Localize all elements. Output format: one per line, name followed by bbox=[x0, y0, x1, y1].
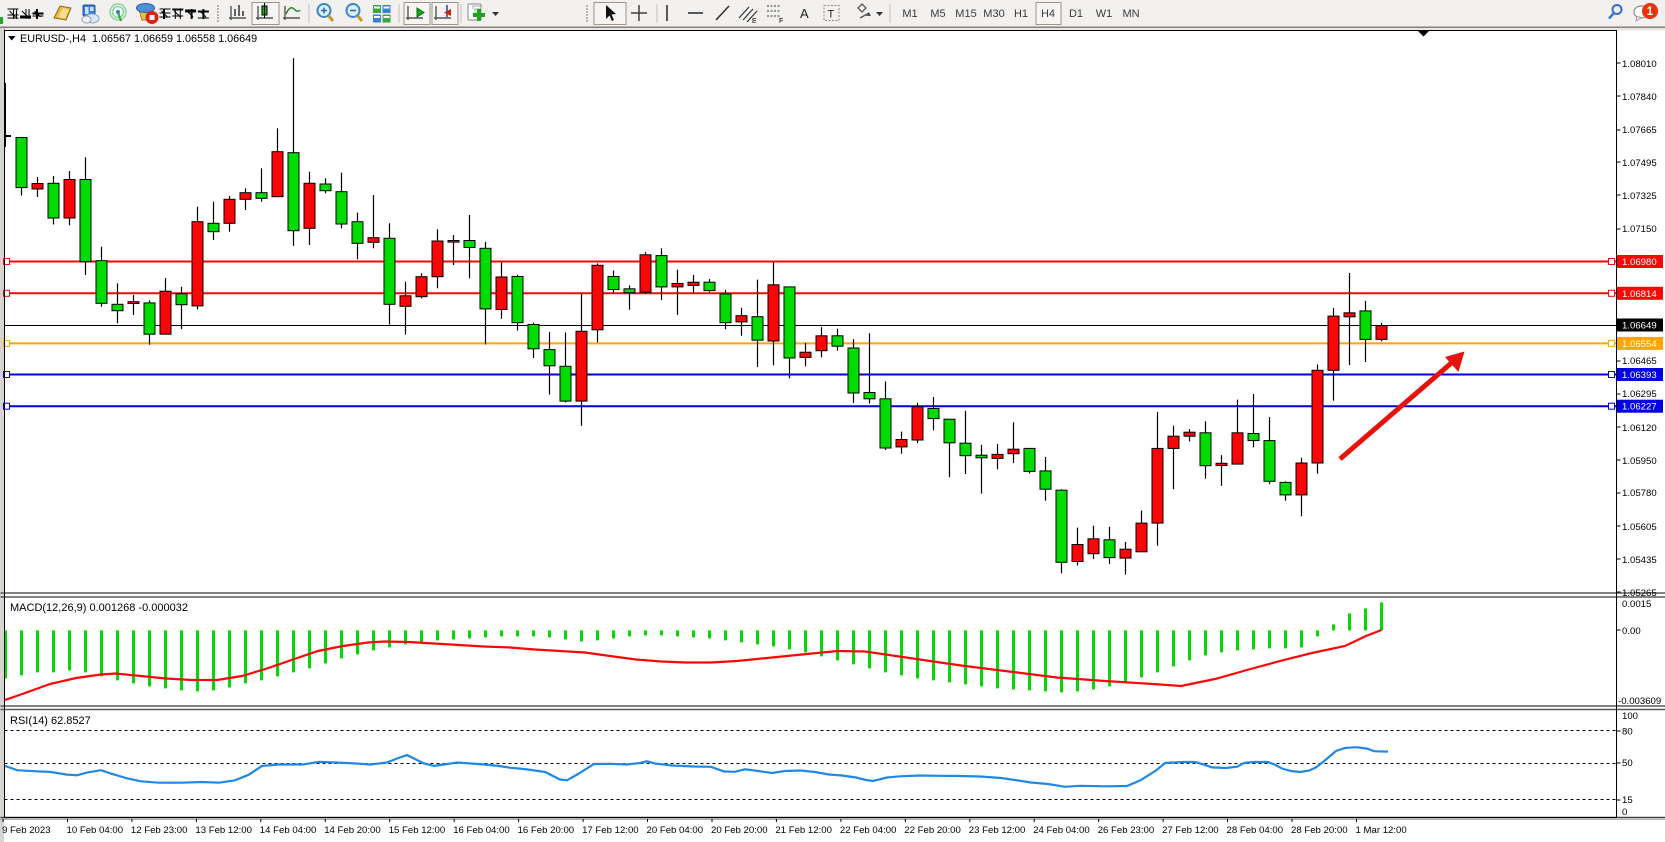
svg-text:D1: D1 bbox=[1069, 8, 1083, 20]
svg-text:24 Feb 04:00: 24 Feb 04:00 bbox=[1033, 825, 1090, 836]
svg-text:1.06295: 1.06295 bbox=[1622, 389, 1657, 400]
svg-text:1.06554: 1.06554 bbox=[1622, 339, 1657, 350]
svg-text:1.07325: 1.07325 bbox=[1622, 191, 1657, 202]
svg-text:100: 100 bbox=[1622, 711, 1638, 722]
svg-text:0: 0 bbox=[1622, 807, 1627, 818]
svg-text:1.06814: 1.06814 bbox=[1622, 289, 1657, 300]
svg-text:16 Feb 20:00: 16 Feb 20:00 bbox=[518, 825, 575, 836]
svg-text:1.06465: 1.06465 bbox=[1622, 356, 1657, 367]
svg-text:H4: H4 bbox=[1041, 8, 1055, 20]
svg-text:20 Feb 04:00: 20 Feb 04:00 bbox=[647, 825, 704, 836]
svg-text:EURUSD-,H4 1.06567 1.06659 1.: EURUSD-,H4 1.06567 1.06659 1.06558 1.066… bbox=[20, 33, 257, 45]
svg-text:22 Feb 04:00: 22 Feb 04:00 bbox=[840, 825, 897, 836]
svg-text:F: F bbox=[779, 18, 783, 25]
svg-text:A: A bbox=[800, 6, 809, 21]
svg-text:21 Feb 12:00: 21 Feb 12:00 bbox=[775, 825, 832, 836]
svg-text:0.0015: 0.0015 bbox=[1622, 599, 1651, 610]
svg-text:RSI(14) 62.8527: RSI(14) 62.8527 bbox=[10, 715, 91, 727]
svg-text:1.08010: 1.08010 bbox=[1622, 59, 1657, 70]
svg-text:1.05265: 1.05265 bbox=[1622, 588, 1657, 599]
svg-text:17 Feb 12:00: 17 Feb 12:00 bbox=[582, 825, 639, 836]
svg-text:E: E bbox=[752, 18, 757, 25]
svg-text:80: 80 bbox=[1622, 727, 1633, 738]
svg-text:1.07665: 1.07665 bbox=[1622, 125, 1657, 136]
svg-text:28 Feb 04:00: 28 Feb 04:00 bbox=[1227, 825, 1284, 836]
svg-text:1 Mar 12:00: 1 Mar 12:00 bbox=[1356, 825, 1407, 836]
svg-text:1.05780: 1.05780 bbox=[1622, 488, 1657, 499]
svg-text:1.07150: 1.07150 bbox=[1622, 224, 1657, 235]
svg-text:12 Feb 23:00: 12 Feb 23:00 bbox=[131, 825, 188, 836]
svg-text:1.05435: 1.05435 bbox=[1622, 555, 1657, 566]
svg-text:M5: M5 bbox=[930, 8, 945, 20]
svg-text:26 Feb 23:00: 26 Feb 23:00 bbox=[1098, 825, 1155, 836]
svg-text:-0.003609: -0.003609 bbox=[1618, 696, 1661, 707]
svg-text:1.07840: 1.07840 bbox=[1622, 92, 1657, 103]
svg-text:T: T bbox=[828, 9, 835, 21]
svg-text:1.06980: 1.06980 bbox=[1622, 257, 1657, 268]
svg-text:1.05950: 1.05950 bbox=[1622, 456, 1657, 467]
svg-text:MACD(12,26,9) 0.001268 -0.0000: MACD(12,26,9) 0.001268 -0.000032 bbox=[10, 602, 188, 614]
svg-text:1.06649: 1.06649 bbox=[1622, 321, 1657, 332]
svg-text:H1: H1 bbox=[1014, 8, 1028, 20]
svg-text:1.06120: 1.06120 bbox=[1622, 423, 1657, 434]
svg-text:1.06227: 1.06227 bbox=[1622, 402, 1657, 413]
svg-text:W1: W1 bbox=[1096, 8, 1113, 20]
svg-text:M30: M30 bbox=[983, 8, 1004, 20]
svg-text:50: 50 bbox=[1622, 758, 1633, 769]
svg-text:23 Feb 12:00: 23 Feb 12:00 bbox=[969, 825, 1026, 836]
svg-text:1: 1 bbox=[1647, 6, 1654, 18]
svg-text:15: 15 bbox=[1622, 795, 1633, 806]
svg-text:14 Feb 20:00: 14 Feb 20:00 bbox=[324, 825, 381, 836]
svg-text:1.07495: 1.07495 bbox=[1622, 158, 1657, 169]
svg-text:M1: M1 bbox=[902, 8, 917, 20]
svg-text:28 Feb 20:00: 28 Feb 20:00 bbox=[1291, 825, 1348, 836]
svg-text:1.05605: 1.05605 bbox=[1622, 522, 1657, 533]
svg-text:13 Feb 12:00: 13 Feb 12:00 bbox=[195, 825, 252, 836]
svg-text:MN: MN bbox=[1122, 8, 1139, 20]
svg-text:22 Feb 20:00: 22 Feb 20:00 bbox=[904, 825, 961, 836]
svg-text:14 Feb 04:00: 14 Feb 04:00 bbox=[260, 825, 317, 836]
svg-text:1.06393: 1.06393 bbox=[1622, 370, 1657, 381]
svg-text:M15: M15 bbox=[955, 8, 976, 20]
svg-text:16 Feb 04:00: 16 Feb 04:00 bbox=[453, 825, 510, 836]
svg-text:10 Feb 04:00: 10 Feb 04:00 bbox=[67, 825, 124, 836]
svg-text:9 Feb 2023: 9 Feb 2023 bbox=[2, 825, 51, 836]
svg-text:15 Feb 12:00: 15 Feb 12:00 bbox=[389, 825, 446, 836]
svg-text:20 Feb 20:00: 20 Feb 20:00 bbox=[711, 825, 768, 836]
svg-text:0.00: 0.00 bbox=[1622, 626, 1641, 637]
svg-text:27 Feb 12:00: 27 Feb 12:00 bbox=[1162, 825, 1219, 836]
